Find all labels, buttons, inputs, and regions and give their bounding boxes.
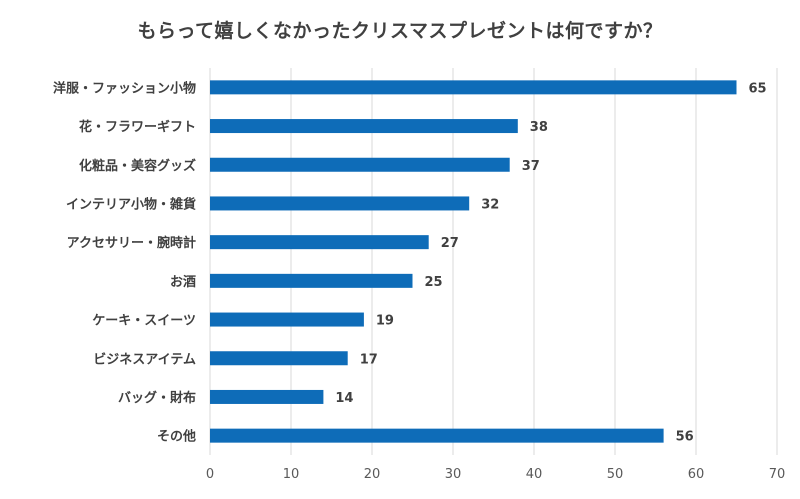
category-label: その他	[157, 429, 196, 445]
category-label: 洋服・ファッション小物	[53, 80, 196, 96]
value-label: 56	[676, 430, 694, 445]
bar	[210, 157, 510, 172]
value-label: 14	[335, 391, 353, 406]
category-label: お酒	[170, 275, 196, 290]
x-tick-label: 70	[769, 467, 786, 482]
bar	[210, 351, 348, 366]
x-tick-label: 50	[607, 467, 624, 482]
value-label: 38	[530, 120, 548, 135]
bar	[210, 235, 429, 250]
bar	[210, 196, 470, 211]
bar	[210, 273, 413, 288]
x-tick-label: 20	[364, 467, 381, 482]
value-label: 25	[425, 275, 443, 290]
x-tick-label: 0	[206, 467, 214, 482]
x-tick-label: 10	[283, 467, 300, 482]
category-label: バッグ・財布	[118, 390, 196, 406]
category-label: アクセサリー・腕時計	[67, 235, 196, 251]
value-label: 37	[522, 159, 540, 174]
value-label: 65	[749, 81, 767, 96]
category-label: 花・フラワーギフト	[79, 119, 196, 135]
bars	[210, 80, 737, 443]
bar	[210, 312, 364, 327]
bar	[210, 119, 518, 134]
x-tick-label: 40	[526, 467, 543, 482]
category-label: ケーキ・スイーツ	[92, 314, 196, 329]
value-label: 27	[441, 236, 459, 251]
x-tick-label: 30	[445, 467, 462, 482]
value-label: 32	[481, 197, 499, 212]
bar	[210, 428, 664, 443]
category-label: インテリア小物・雑貨	[66, 196, 196, 212]
labels: 0 10 20 30 40 50 60 70 洋服・ファッション小物 65 花・フラワーギフト 38 化…	[53, 80, 785, 482]
chart-title: もらって嬉しくなかったクリスマスプレゼントは何ですか？	[137, 20, 663, 42]
bar	[210, 389, 324, 404]
gridlines	[209, 68, 778, 455]
category-label: 化粧品・美容グッズ	[79, 158, 196, 174]
bar	[210, 80, 737, 95]
x-tick-label: 60	[688, 467, 705, 482]
category-label: ビジネスアイテム	[93, 351, 196, 367]
value-label: 19	[376, 314, 394, 329]
value-label: 17	[360, 352, 378, 367]
